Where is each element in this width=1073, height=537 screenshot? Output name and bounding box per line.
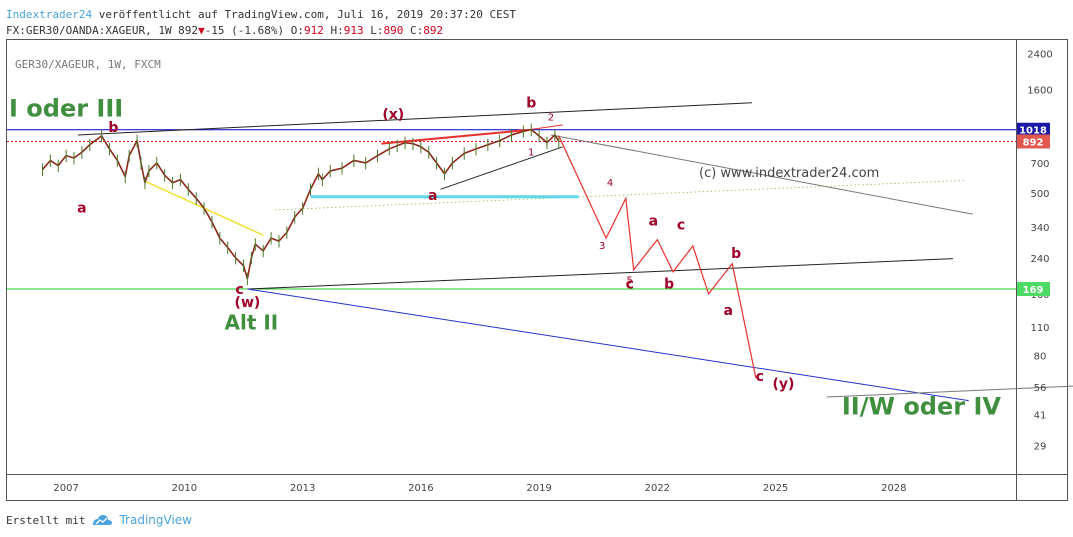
trendline-wedge bbox=[440, 146, 563, 190]
x-tick-label: 2010 bbox=[172, 483, 197, 494]
price-badge bbox=[1017, 282, 1050, 297]
wave-label: (w) bbox=[235, 295, 261, 311]
y-tick-label: 29 bbox=[1034, 441, 1047, 452]
brand-name[interactable]: Indextrader24 bbox=[6, 8, 93, 21]
x-tick-label: 2028 bbox=[881, 483, 906, 494]
wave-label: 1 bbox=[528, 148, 534, 159]
wave-label: (x) bbox=[382, 107, 404, 123]
x-tick-label: 2013 bbox=[290, 483, 315, 494]
wave-label: a bbox=[649, 214, 658, 230]
x-tick-label: 2022 bbox=[645, 483, 670, 494]
y-tick-label: 240 bbox=[1030, 254, 1049, 265]
price-badge-label: 169 bbox=[1023, 285, 1044, 296]
x-tick-label: 2019 bbox=[526, 483, 551, 494]
wave-label: b bbox=[526, 95, 536, 111]
wave-label: c bbox=[626, 277, 634, 293]
created-with-label: Erstellt mit bbox=[6, 513, 86, 527]
chart-frame bbox=[6, 39, 1068, 501]
close-label: C: bbox=[410, 24, 424, 37]
projection-path bbox=[558, 135, 757, 379]
footer: Erstellt mit TradingView bbox=[6, 513, 192, 527]
price-badge bbox=[1017, 134, 1050, 149]
wave-label: 2 bbox=[548, 112, 554, 123]
trendline-lower-blue bbox=[247, 288, 969, 402]
tradingview-link[interactable]: TradingView bbox=[119, 513, 192, 527]
y-tick-label: 2400 bbox=[1027, 50, 1052, 61]
close-value: 892 bbox=[423, 24, 444, 37]
wave-label: b bbox=[664, 277, 674, 293]
wave-label: 4 bbox=[607, 178, 613, 189]
wave-label: b bbox=[731, 246, 741, 262]
wave-label: c bbox=[677, 218, 685, 234]
price-badge bbox=[1017, 122, 1050, 137]
x-tick-label: 2007 bbox=[53, 483, 78, 494]
x-tick-label: 2025 bbox=[763, 483, 788, 494]
trendline-middle bbox=[247, 258, 953, 290]
y-tick-label: 500 bbox=[1030, 189, 1049, 200]
y-tick-label: 41 bbox=[1034, 411, 1047, 422]
wave-label: 3 bbox=[599, 241, 605, 252]
price-badge-label: 1018 bbox=[1019, 126, 1047, 137]
open-value: 912 bbox=[304, 24, 324, 37]
wave-label: 5 bbox=[627, 275, 633, 286]
y-tick-label: 80 bbox=[1034, 351, 1047, 362]
y-tick-label: 110 bbox=[1030, 323, 1049, 334]
chart-title: GER30/XAGEUR, 1W, FXCM bbox=[15, 58, 161, 71]
high-label: H: bbox=[330, 24, 344, 37]
wave-label: a bbox=[77, 201, 86, 217]
y-tick-label: 340 bbox=[1030, 223, 1049, 234]
wave-label: a bbox=[724, 303, 733, 319]
wave-label: c bbox=[235, 282, 243, 298]
symbol-info: FX:GER30/OANDA:XAGEUR, 1W 892 bbox=[6, 24, 199, 37]
trendline-red-bold bbox=[381, 129, 528, 145]
wave-label: Alt II bbox=[224, 311, 278, 335]
wave-label: c bbox=[756, 369, 764, 385]
open-label: O: bbox=[290, 24, 305, 37]
y-tick-label: 1600 bbox=[1027, 86, 1052, 97]
wave-label: I oder III bbox=[9, 95, 123, 123]
down-arrow-icon: ▼ bbox=[198, 24, 205, 37]
trendline-grey-down bbox=[550, 134, 973, 215]
wave-label: a bbox=[428, 188, 437, 204]
y-tick-label: 700 bbox=[1030, 159, 1049, 170]
x-tick-label: 2016 bbox=[408, 483, 433, 494]
price-badge-label: 892 bbox=[1023, 137, 1044, 148]
trendline-grey-bottom bbox=[826, 385, 1073, 398]
wave-label: b bbox=[108, 120, 118, 136]
publication-info: veröffentlicht auf TradingView.com, Juli… bbox=[98, 8, 516, 21]
price-change: -15 (-1.68%) bbox=[204, 24, 285, 37]
low-label: L: bbox=[370, 24, 384, 37]
watermark: (c) www.indextrader24.com bbox=[699, 166, 879, 181]
price-series bbox=[41, 128, 560, 280]
chart-header-ohlc: FX:GER30/OANDA:XAGEUR, 1W 892▼-15 (-1.68… bbox=[6, 24, 443, 37]
trendline-red-thin bbox=[527, 124, 563, 131]
tradingview-logo-icon bbox=[93, 515, 113, 525]
high-value: 913 bbox=[343, 24, 364, 37]
low-value: 890 bbox=[383, 24, 404, 37]
trendline-dotted-green bbox=[274, 180, 965, 211]
y-tick-label: 56 bbox=[1034, 383, 1047, 394]
chart-header-publication: Indextrader24 veröffentlicht auf Trading… bbox=[6, 8, 516, 21]
wave-label: (y) bbox=[772, 377, 794, 393]
trendline-upper bbox=[77, 102, 752, 136]
wave-label: II/W oder IV bbox=[842, 393, 1002, 421]
